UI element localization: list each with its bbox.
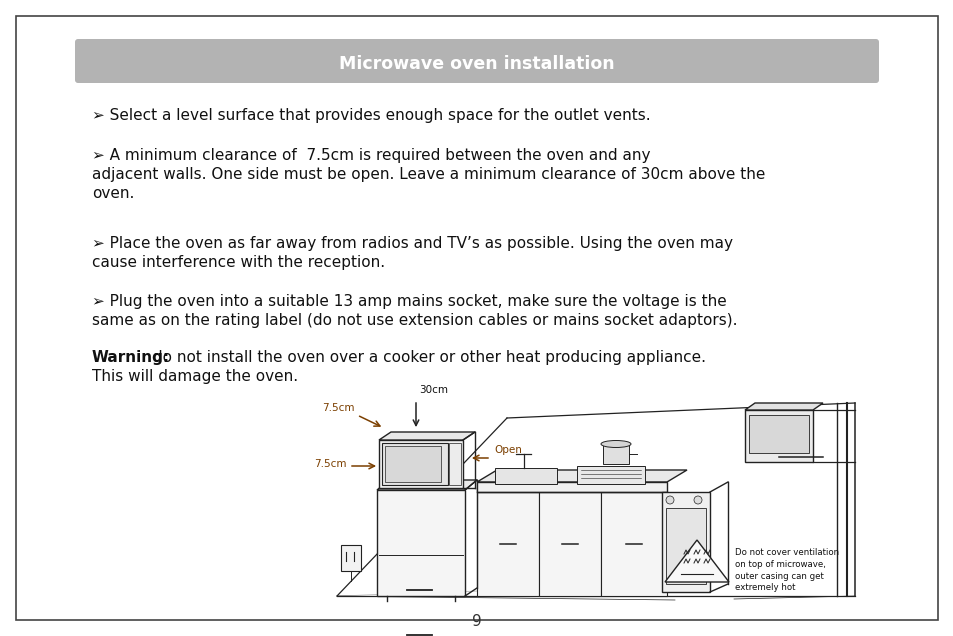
Bar xyxy=(340,545,360,571)
Polygon shape xyxy=(744,403,822,410)
Bar xyxy=(376,490,464,596)
Circle shape xyxy=(693,496,701,504)
Bar xyxy=(577,466,644,484)
Ellipse shape xyxy=(600,441,630,448)
Bar xyxy=(744,410,812,462)
Bar xyxy=(602,444,628,464)
Bar xyxy=(538,492,600,596)
Bar xyxy=(495,468,557,484)
Text: same as on the rating label (do not use extension cables or mains socket adaptor: same as on the rating label (do not use … xyxy=(91,313,737,328)
Text: ➢ Place the oven as far away from radios and TV’s as possible. Using the oven ma: ➢ Place the oven as far away from radios… xyxy=(91,236,732,251)
Text: Open: Open xyxy=(494,445,521,455)
Polygon shape xyxy=(376,480,476,490)
Bar xyxy=(665,508,705,584)
Text: Warning:: Warning: xyxy=(91,350,170,365)
Polygon shape xyxy=(378,432,475,440)
Text: Do not cover ventilation
on top of microwave,
outer casing can get
extremely hot: Do not cover ventilation on top of micro… xyxy=(734,548,839,592)
Bar xyxy=(381,443,448,485)
Bar xyxy=(661,492,709,592)
Text: 9: 9 xyxy=(472,614,481,628)
Text: oven.: oven. xyxy=(91,186,134,201)
Text: Microwave oven installation: Microwave oven installation xyxy=(339,55,614,73)
Text: ➢ Plug the oven into a suitable 13 amp mains socket, make sure the voltage is th: ➢ Plug the oven into a suitable 13 amp m… xyxy=(91,294,726,309)
Bar xyxy=(378,440,462,488)
Bar xyxy=(385,446,440,482)
Text: 7.5cm: 7.5cm xyxy=(322,403,355,413)
Text: ➢ A minimum clearance of  7.5cm is required between the oven and any: ➢ A minimum clearance of 7.5cm is requir… xyxy=(91,148,650,163)
Text: cause interference with the reception.: cause interference with the reception. xyxy=(91,255,385,270)
Bar xyxy=(449,443,460,485)
Text: adjacent walls. One side must be open. Leave a minimum clearance of 30cm above t: adjacent walls. One side must be open. L… xyxy=(91,167,764,182)
Text: This will damage the oven.: This will damage the oven. xyxy=(91,369,297,384)
Polygon shape xyxy=(664,540,728,582)
Text: do not install the oven over a cooker or other heat producing appliance.: do not install the oven over a cooker or… xyxy=(148,350,705,365)
Circle shape xyxy=(665,496,673,504)
Text: ➢ Select a level surface that provides enough space for the outlet vents.: ➢ Select a level surface that provides e… xyxy=(91,108,650,123)
Bar xyxy=(748,415,808,453)
Bar xyxy=(600,492,666,596)
FancyBboxPatch shape xyxy=(75,39,878,83)
Polygon shape xyxy=(476,470,686,482)
Text: 7.5cm: 7.5cm xyxy=(314,459,347,469)
Bar xyxy=(476,492,538,596)
Bar xyxy=(476,482,666,492)
Text: 30cm: 30cm xyxy=(418,385,448,395)
